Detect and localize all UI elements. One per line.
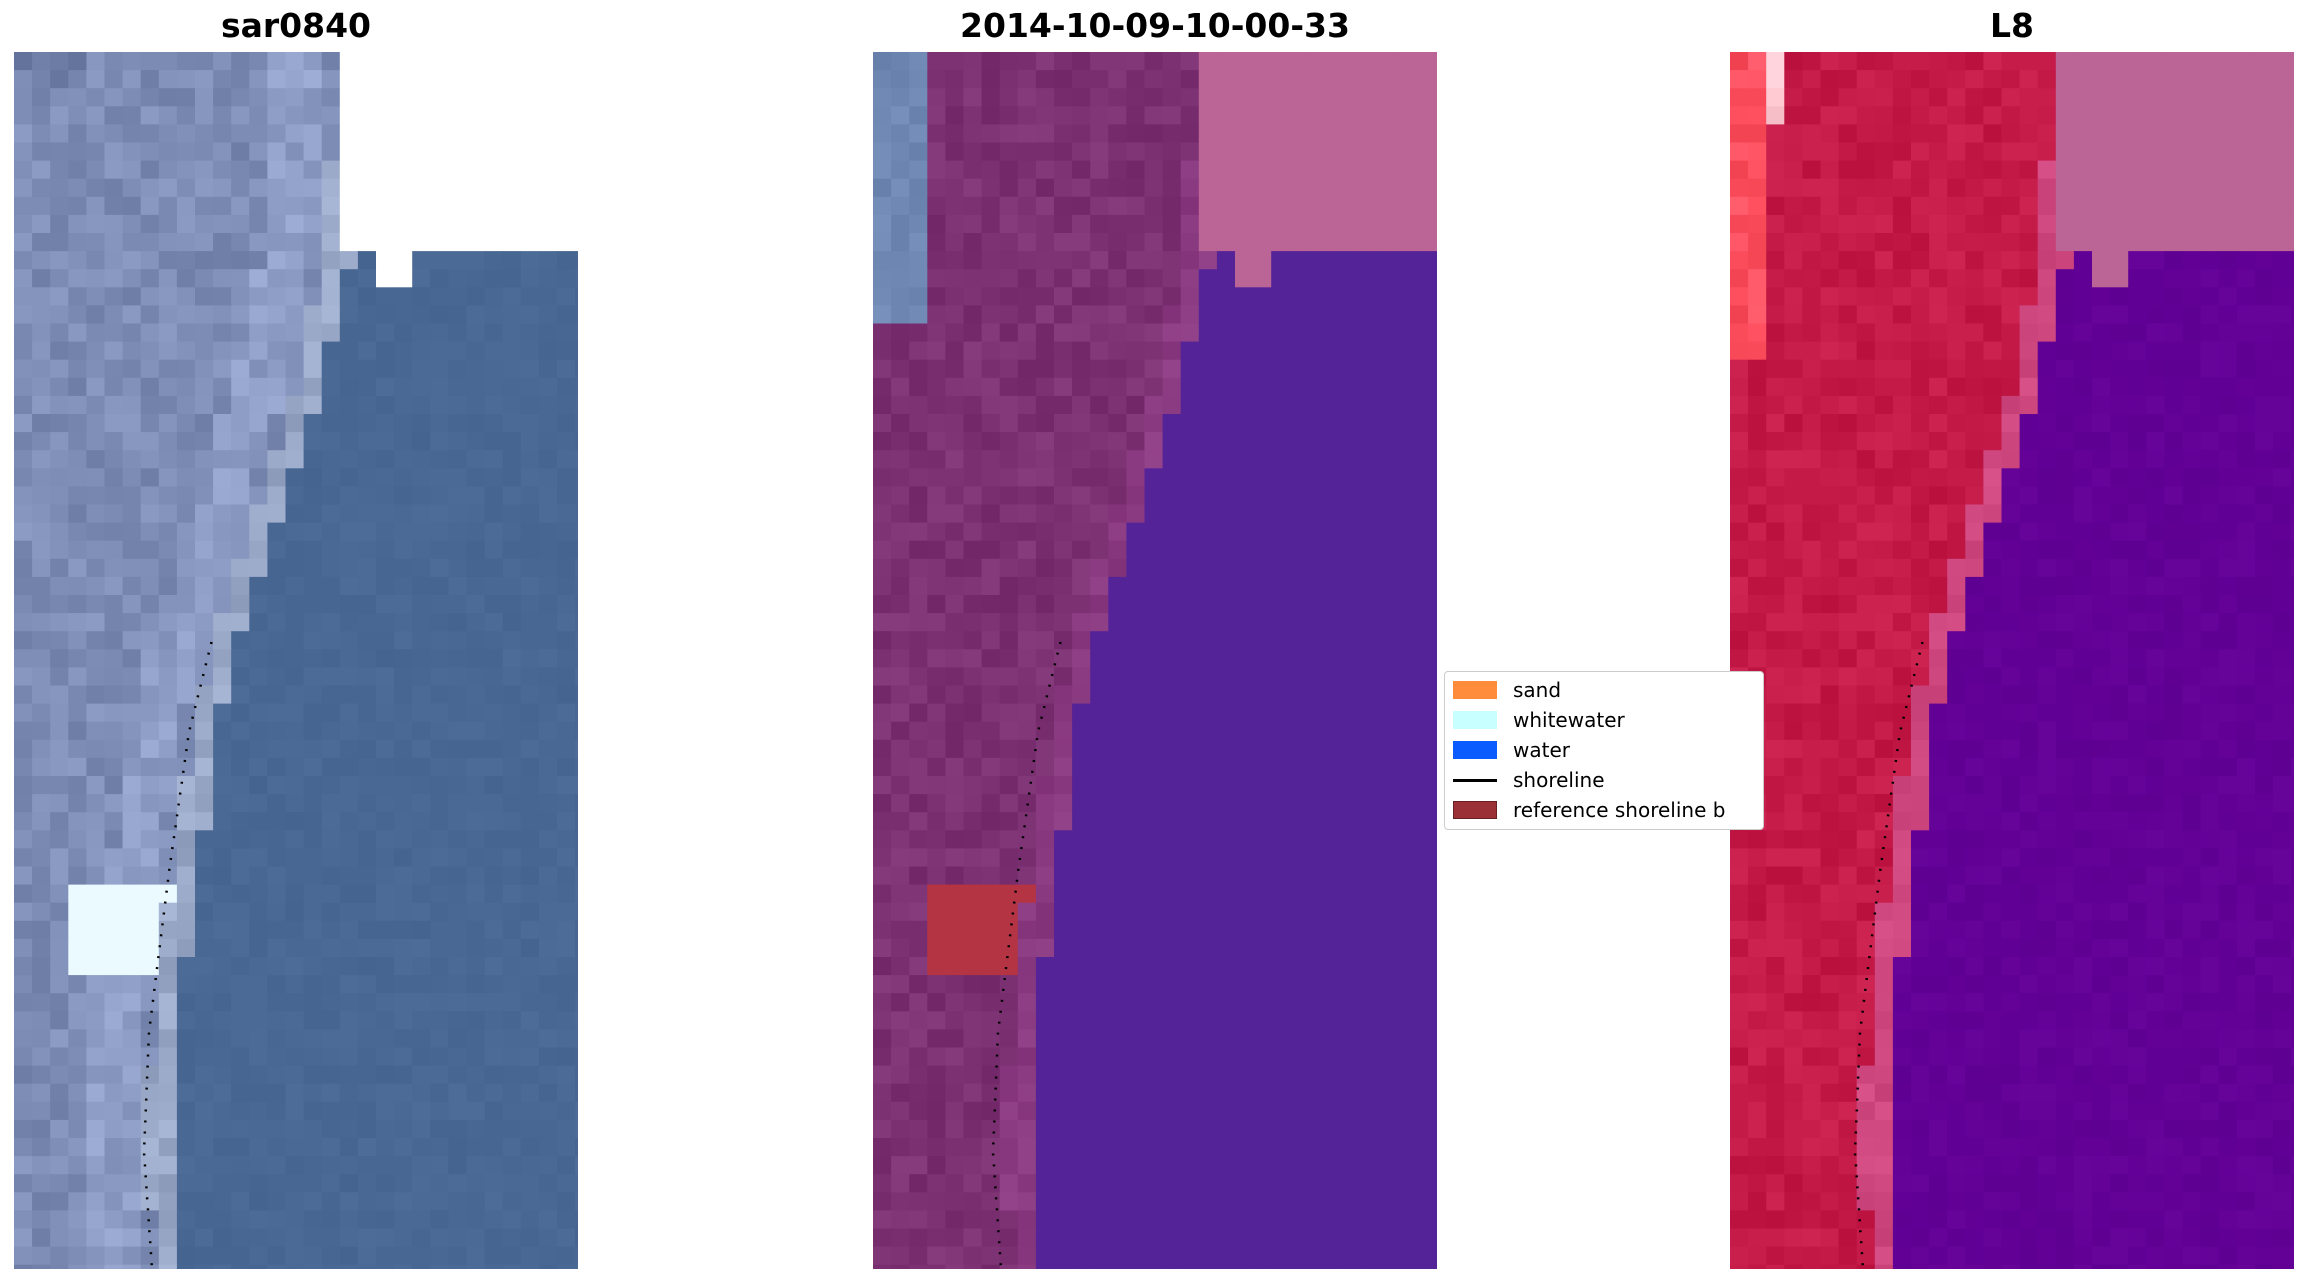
panel-title-rgb: sar0840	[220, 6, 372, 45]
legend-label-reference-shoreline: reference shoreline b	[1513, 798, 1726, 822]
legend-label-shoreline: shoreline	[1513, 768, 1605, 792]
classified-image-panel	[873, 52, 1437, 1269]
panel-title-falsecolor: L8	[1990, 6, 2034, 45]
legend-label-sand: sand	[1513, 678, 1562, 702]
shoreline-line-sample	[1453, 778, 1497, 782]
reference-shoreline-swatch	[1453, 801, 1497, 819]
panel-title-classified: 2014-10-09-10-00-33	[960, 6, 1350, 45]
legend-item-sand: sand	[1453, 675, 1561, 705]
sand-swatch	[1453, 681, 1497, 699]
water-swatch	[1453, 741, 1497, 759]
rgb-satellite-image	[14, 52, 578, 1269]
pixel-grid	[14, 52, 578, 1269]
legend-label-whitewater: whitewater	[1513, 708, 1625, 732]
legend: sand whitewater water shoreline referenc…	[1444, 671, 1764, 830]
falsecolor-satellite-image	[1730, 52, 2294, 1269]
whitewater-swatch	[1453, 711, 1497, 729]
legend-item-shoreline: shoreline	[1453, 765, 1605, 795]
legend-item-whitewater: whitewater	[1453, 705, 1625, 735]
classified-satellite-image	[873, 52, 1437, 1269]
pixel-grid	[1730, 52, 2294, 1269]
legend-label-water: water	[1513, 738, 1570, 762]
pixel-grid	[873, 52, 1437, 1269]
legend-item-water: water	[1453, 735, 1570, 765]
falsecolor-image-panel	[1730, 52, 2294, 1269]
rgb-image-panel	[14, 52, 578, 1269]
legend-item-reference-shoreline: reference shoreline b	[1453, 795, 1725, 825]
